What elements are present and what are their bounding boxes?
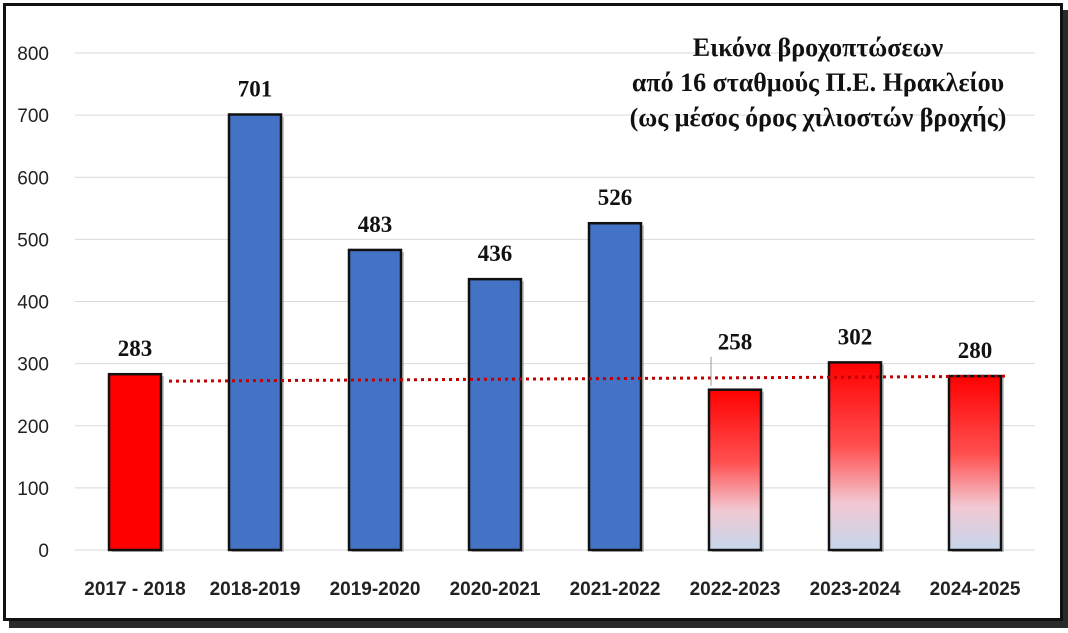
value-label: 280 — [958, 338, 993, 363]
value-label: 283 — [118, 336, 153, 361]
bar-2020-2021 — [467, 277, 523, 552]
chart-title-line: Εικόνα βροχοπτώσεων — [693, 33, 944, 62]
chart-title-line: από 16 σταθμούς Π.Ε. Ηρακλείου — [632, 68, 1004, 97]
bar-2024-2025 — [947, 374, 1003, 552]
x-tick-label: 2022-2023 — [690, 579, 781, 600]
x-tick-label: 2024-2025 — [930, 579, 1021, 600]
x-axis: 2017 - 2018 2018-2019 2019-2020 2020-2021 20… — [84, 579, 1021, 600]
chart-frame — [3, 3, 1063, 621]
chart-title: Εικόνα βροχοπτώσεων από 16 σταθμούς Π.Ε. … — [630, 33, 1007, 132]
value-label: 483 — [358, 212, 393, 237]
x-tick-label: 2023-2024 — [810, 579, 901, 600]
bar-2022-2023 — [707, 388, 763, 552]
y-tick-label: 400 — [17, 293, 49, 314]
bar-2019-2020 — [347, 248, 403, 552]
bar-2017-2018 — [107, 372, 163, 552]
y-tick-label: 500 — [17, 230, 49, 251]
value-label: 302 — [838, 324, 873, 349]
bars — [107, 113, 1004, 552]
bar-2023-2024 — [827, 361, 883, 552]
x-tick-label: 2020-2021 — [450, 579, 541, 600]
value-label: 701 — [238, 77, 273, 102]
y-tick-label: 100 — [17, 479, 49, 500]
y-tick-label: 800 — [17, 44, 49, 65]
y-tick-label: 200 — [17, 417, 49, 438]
y-tick-label: 0 — [38, 541, 49, 562]
x-tick-label: 2018-2019 — [210, 579, 301, 600]
bar-2018-2019 — [227, 113, 283, 552]
y-tick-label: 300 — [17, 355, 49, 376]
y-tick-label: 700 — [17, 106, 49, 127]
x-tick-label: 2019-2020 — [330, 579, 421, 600]
value-label: 258 — [718, 330, 753, 355]
value-labels: 283 701 483 436 526 258 302 280 — [118, 77, 993, 386]
x-tick-label: 2017 - 2018 — [84, 579, 185, 600]
value-label: 526 — [598, 185, 633, 210]
y-axis: 0 100 200 300 400 500 600 700 800 — [17, 44, 49, 562]
bar-2021-2022 — [587, 221, 643, 552]
chart-title-line: (ως μέσος όρος χιλιοστών βροχής) — [630, 103, 1007, 132]
x-tick-label: 2021-2022 — [570, 579, 661, 600]
y-tick-label: 600 — [17, 168, 49, 189]
value-label: 436 — [478, 241, 513, 266]
